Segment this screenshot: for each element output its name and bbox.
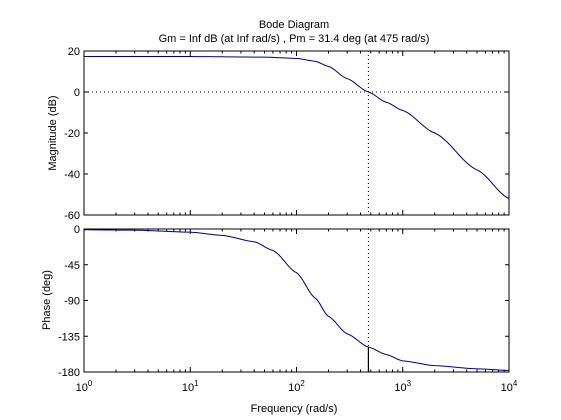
magnitude-ytick-label: -40 (64, 169, 80, 181)
x-tick-label: 100 (76, 379, 93, 394)
phase-series (83, 229, 510, 372)
magnitude-series-line-0 (84, 56, 510, 200)
phase-series-line-0 (83, 229, 510, 371)
magnitude-ticks: 20 0 -20 -40 -60 (64, 46, 510, 222)
magnitude-series (84, 56, 510, 200)
magnitude-ytick-label: 20 (68, 46, 80, 58)
phase-ytick-label: -90 (64, 296, 80, 308)
magnitude-ylabel: Magnitude (dB) (47, 95, 59, 170)
chart-title: Bode Diagram (259, 19, 329, 31)
magnitude-reference-lines (84, 51, 509, 215)
phase-ytick-label: -180 (58, 367, 80, 379)
phase-ytick-label: 0 (74, 224, 80, 236)
phase-ytick-label: -45 (64, 260, 80, 272)
chart-subtitle: Gm = Inf dB (at Inf rad/s) , Pm = 31.4 d… (159, 33, 430, 45)
phase-axes-box (83, 228, 510, 373)
magnitude-ytick-label: -60 (64, 210, 80, 222)
x-tick-label: 104 (501, 379, 518, 394)
phase-ytick-label: -135 (58, 331, 80, 343)
x-tick-label: 103 (394, 379, 411, 394)
magnitude-axes-box (83, 50, 510, 216)
x-tick-label: 102 (288, 379, 305, 394)
magnitude-ytick-label: 0 (74, 87, 80, 99)
magnitude-panel: 20 0 -20 -40 -60 Magnitude (dB) (47, 46, 510, 222)
x-axis-label: Frequency (rad/s) (251, 403, 338, 415)
magnitude-ytick-label: -20 (64, 128, 80, 140)
phase-ylabel: Phase (deg) (41, 270, 53, 330)
x-tick-label: 101 (182, 379, 199, 394)
